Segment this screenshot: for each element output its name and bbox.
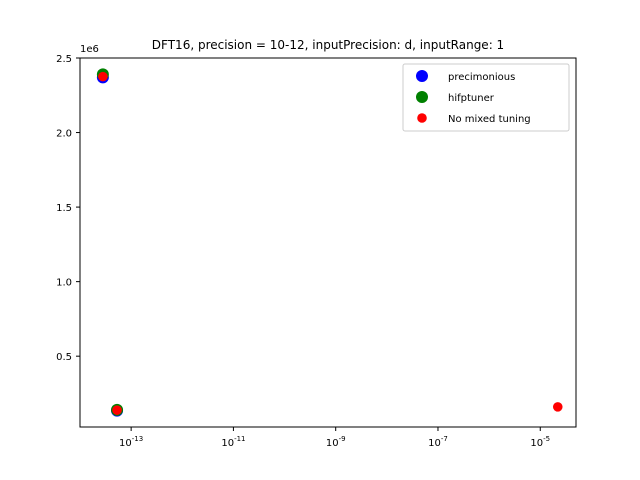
legend-label: No mixed tuning	[448, 114, 531, 125]
legend-marker	[416, 70, 428, 82]
legend-label: precimonious	[448, 72, 515, 83]
y-offset-label: 1e6	[80, 44, 99, 55]
legend-box	[402, 63, 570, 132]
y-tick-label: 0.5	[56, 352, 72, 363]
y-axis: 0.5 1.0 1.5 2.0 2.5	[56, 54, 80, 363]
x-tick-label: 10-7	[428, 435, 448, 449]
data-point	[112, 405, 122, 415]
x-tick-label: 10-9	[326, 435, 346, 449]
legend-label: hifptuner	[448, 93, 495, 104]
y-tick-label: 2.0	[56, 129, 72, 140]
plot-frame	[79, 57, 577, 428]
legend-marker	[416, 91, 428, 103]
x-axis: 10-13 10-11 10-9 10-7 10-5	[119, 427, 550, 449]
legend-marker	[417, 113, 427, 123]
plot-markers	[96, 68, 563, 417]
y-tick-label: 1.5	[56, 203, 72, 214]
chart-title: DFT16, precision = 10-12, inputPrecision…	[152, 38, 504, 52]
x-tick-label: 10-5	[530, 435, 550, 449]
data-point	[552, 402, 563, 412]
y-tick-label: 2.5	[56, 54, 72, 65]
x-tick-label: 10-11	[221, 435, 245, 449]
x-tick-label: 10-13	[119, 435, 143, 449]
y-tick-label: 1.0	[56, 278, 72, 289]
legend: precimonious hifptuner No mixed tuning	[402, 63, 570, 132]
data-point	[98, 71, 108, 82]
